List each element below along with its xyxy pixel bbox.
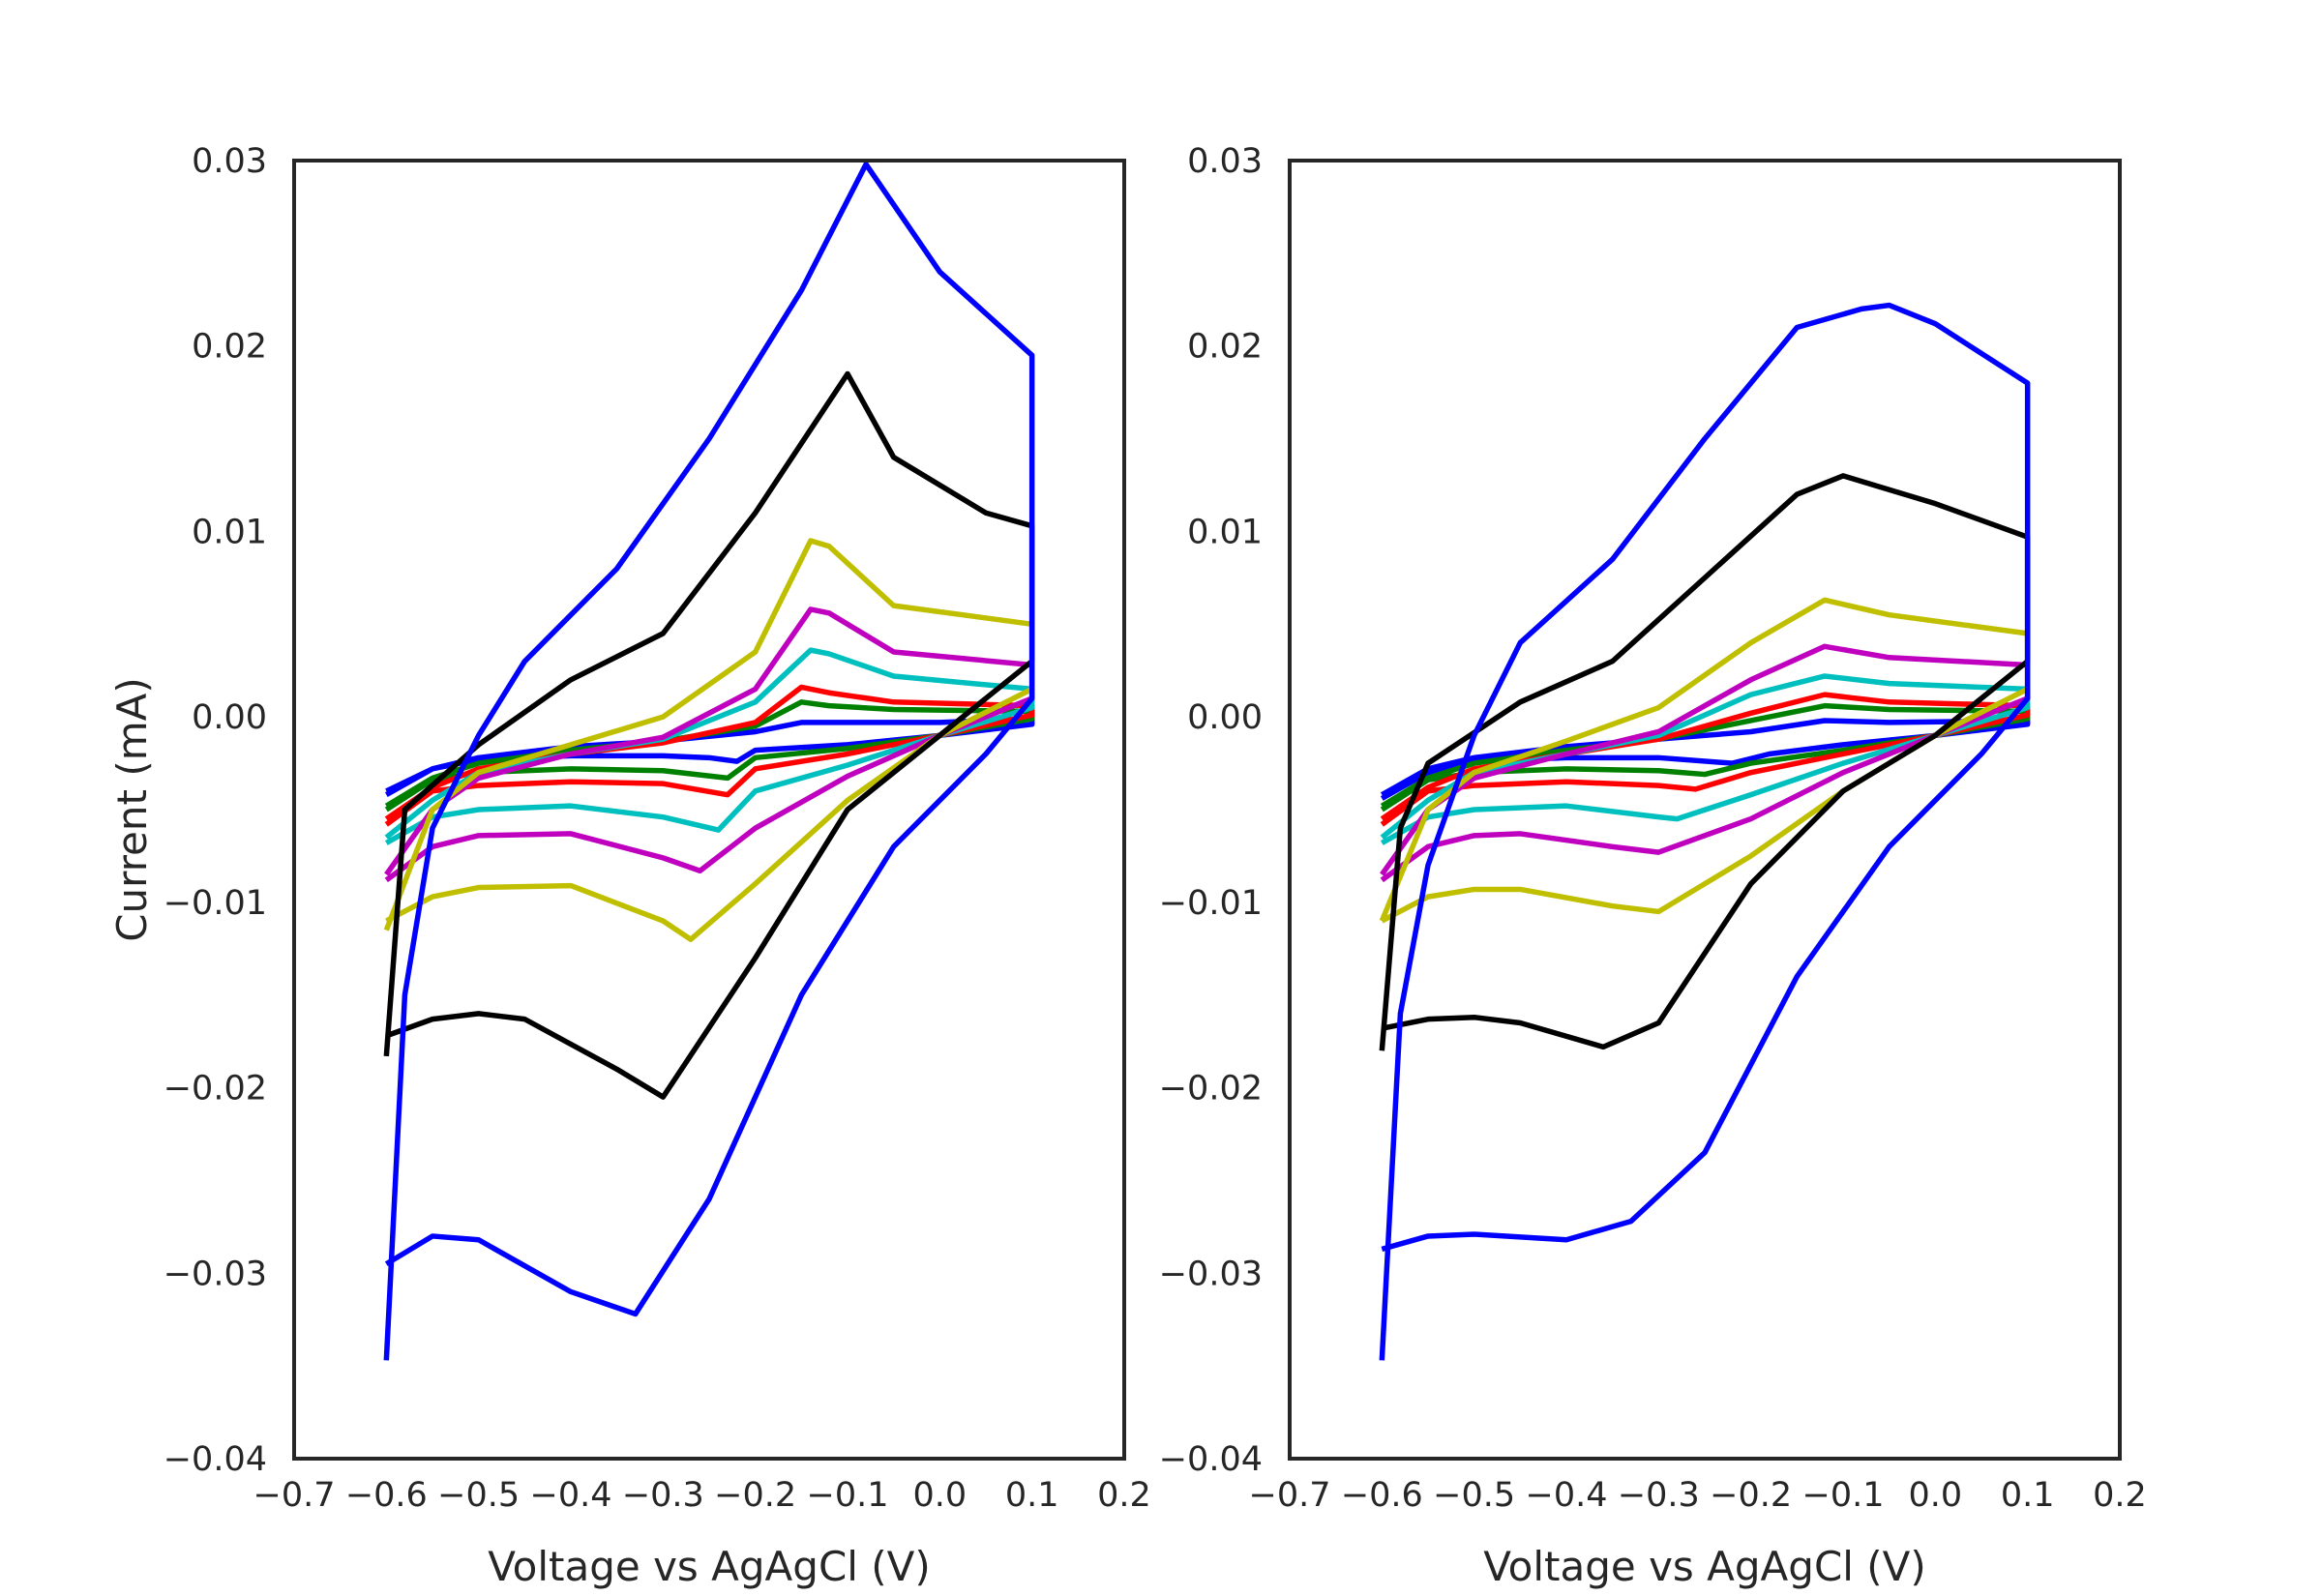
right-panel-x-tick-label: −0.2	[1710, 1476, 1792, 1515]
right-panel-series-7-line	[1379, 302, 2031, 1361]
left-panel-x-tick-label: −0.4	[530, 1476, 612, 1515]
left-panel-x-axis-label: Voltage vs AgAgCl (V)	[488, 1543, 931, 1590]
right-panel-curves	[1379, 302, 2031, 1361]
left-panel-frame	[292, 159, 1126, 1461]
right-panel-frame	[1288, 159, 2122, 1461]
right-panel-x-tick-label: −0.7	[1249, 1476, 1331, 1515]
left-panel-y-tick-label: −0.01	[164, 884, 267, 923]
left-panel-x-tick-label: 0.2	[1097, 1476, 1151, 1515]
left-panel-y-tick-label: 0.01	[192, 513, 267, 551]
left-panel-x-ticks: −0.7 −0.6 −0.5 −0.4 −0.3 −0.2 −0.1 0.0 0.1 0.2	[253, 1476, 1151, 1515]
left-panel-x-tick-label: 0.0	[912, 1476, 967, 1515]
right-panel-y-tick-label: −0.01	[1159, 884, 1263, 923]
left-panel-x-tick-label: −0.1	[807, 1476, 889, 1515]
right-panel-series-0-line	[1380, 718, 2031, 801]
left-panel: −0.7 −0.6 −0.5 −0.4 −0.3 −0.2 −0.1 0.0 0.1 0.2 −0…	[108, 142, 1151, 1590]
right-panel-x-axis-label: Voltage vs AgAgCl (V)	[1483, 1543, 1926, 1590]
right-panel-y-tick-label: 0.03	[1187, 142, 1263, 181]
left-panel-y-axis-label: Current (mA)	[108, 677, 156, 942]
right-panel-x-tick-label: −0.5	[1433, 1476, 1515, 1515]
right-panel-x-tick-label: −0.4	[1526, 1476, 1608, 1515]
left-panel-y-tick-label: 0.00	[192, 698, 267, 737]
left-panel-series-7-line	[383, 162, 1035, 1361]
right-panel-y-tick-label: 0.02	[1187, 328, 1263, 367]
left-panel-y-tick-label: −0.04	[164, 1440, 267, 1479]
right-panel-y-tick-label: 0.01	[1187, 513, 1263, 551]
left-panel-curves	[383, 162, 1035, 1361]
right-panel-x-ticks: −0.7 −0.6 −0.5 −0.4 −0.3 −0.2 −0.1 0.0 0.1 0.2	[1249, 1476, 2147, 1515]
left-panel-y-tick-label: −0.03	[164, 1255, 267, 1293]
left-panel-x-tick-label: −0.7	[253, 1476, 336, 1515]
left-panel-y-tick-label: −0.02	[164, 1070, 267, 1108]
left-panel-x-tick-label: −0.3	[622, 1476, 704, 1515]
left-panel-y-tick-label: 0.02	[192, 328, 267, 367]
left-panel-x-tick-label: −0.2	[714, 1476, 796, 1515]
left-panel-x-tick-label: −0.5	[437, 1476, 520, 1515]
right-panel-x-tick-label: 0.2	[2093, 1476, 2147, 1515]
left-panel-y-ticks: −0.04 −0.03 −0.02 −0.01 0.00 0.01 0.02 0.03	[164, 142, 267, 1479]
right-panel-x-tick-label: 0.0	[1908, 1476, 1962, 1515]
right-panel-x-tick-label: 0.1	[2001, 1476, 2055, 1515]
right-panel-series-1-line	[1380, 702, 2031, 813]
left-panel-y-tick-label: 0.03	[192, 142, 267, 181]
right-panel-y-tick-label: −0.03	[1159, 1255, 1263, 1293]
right-panel-x-tick-label: −0.1	[1802, 1476, 1885, 1515]
right-panel-x-tick-label: −0.6	[1341, 1476, 1423, 1515]
right-panel-y-tick-label: 0.00	[1187, 698, 1263, 737]
left-panel-x-tick-label: 0.1	[1005, 1476, 1059, 1515]
right-panel-y-tick-label: −0.02	[1159, 1070, 1263, 1108]
right-panel-x-tick-label: −0.3	[1618, 1476, 1700, 1515]
right-panel-y-ticks: −0.04 −0.03 −0.02 −0.01 0.00 0.01 0.02 0.03	[1159, 142, 1263, 1479]
left-panel-x-tick-label: −0.6	[345, 1476, 428, 1515]
right-panel-y-tick-label: −0.04	[1159, 1440, 1263, 1479]
right-panel: −0.7 −0.6 −0.5 −0.4 −0.3 −0.2 −0.1 0.0 0.1 0.2 −0…	[1159, 142, 2147, 1590]
